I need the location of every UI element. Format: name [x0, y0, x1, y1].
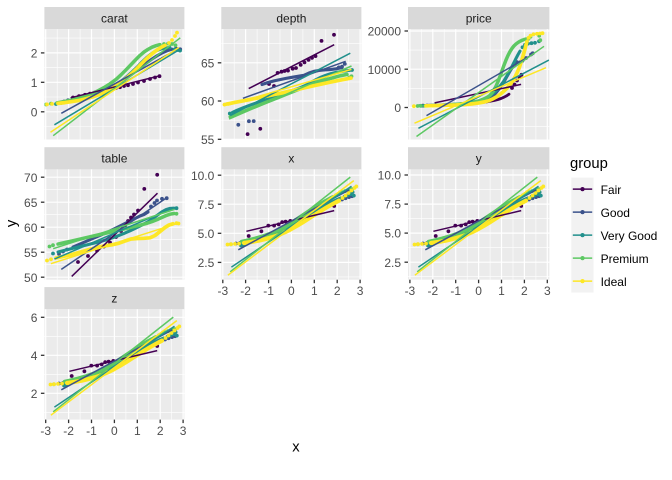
svg-text:1: 1 — [31, 76, 38, 90]
svg-text:y: y — [476, 152, 482, 166]
svg-text:5.0: 5.0 — [384, 227, 401, 241]
svg-text:group: group — [570, 156, 608, 172]
svg-text:0: 0 — [111, 424, 118, 438]
svg-text:x: x — [292, 440, 300, 456]
svg-text:Very Good: Very Good — [601, 229, 658, 243]
svg-text:y: y — [4, 219, 20, 227]
svg-text:3: 3 — [357, 284, 364, 298]
svg-text:0: 0 — [394, 101, 401, 115]
svg-text:2: 2 — [31, 47, 38, 61]
svg-text:7.5: 7.5 — [384, 198, 401, 212]
svg-text:depth: depth — [276, 11, 306, 25]
svg-text:-3: -3 — [217, 284, 228, 298]
svg-text:6: 6 — [31, 311, 38, 325]
svg-text:2: 2 — [334, 284, 341, 298]
svg-text:2: 2 — [157, 424, 164, 438]
svg-text:65: 65 — [201, 56, 215, 70]
svg-text:60: 60 — [201, 95, 215, 109]
svg-text:10.0: 10.0 — [378, 169, 402, 183]
svg-text:-3: -3 — [40, 424, 51, 438]
svg-text:55: 55 — [201, 133, 215, 147]
svg-text:3: 3 — [180, 424, 187, 438]
svg-text:z: z — [111, 292, 117, 306]
svg-text:Ideal: Ideal — [601, 275, 627, 289]
svg-text:7.5: 7.5 — [198, 198, 215, 212]
svg-text:5.0: 5.0 — [198, 227, 215, 241]
svg-text:65: 65 — [24, 196, 38, 210]
svg-text:1: 1 — [498, 284, 505, 298]
svg-text:Good: Good — [601, 206, 630, 220]
svg-text:-1: -1 — [263, 284, 274, 298]
svg-text:10000: 10000 — [368, 63, 402, 77]
svg-text:70: 70 — [24, 171, 38, 185]
svg-text:carat: carat — [101, 11, 128, 25]
svg-text:2: 2 — [521, 284, 528, 298]
svg-text:-1: -1 — [86, 424, 97, 438]
svg-text:1: 1 — [134, 424, 141, 438]
svg-text:-2: -2 — [63, 424, 74, 438]
svg-text:20000: 20000 — [368, 25, 402, 39]
svg-text:0: 0 — [475, 284, 482, 298]
svg-text:0: 0 — [31, 105, 38, 119]
svg-text:60: 60 — [24, 221, 38, 235]
svg-text:Fair: Fair — [601, 183, 622, 197]
svg-text:10.0: 10.0 — [191, 169, 215, 183]
svg-text:2.5: 2.5 — [384, 256, 401, 270]
svg-text:Premium: Premium — [601, 252, 649, 266]
svg-text:2: 2 — [31, 387, 38, 401]
svg-text:50: 50 — [24, 271, 38, 285]
svg-text:1: 1 — [311, 284, 318, 298]
svg-text:-1: -1 — [450, 284, 461, 298]
svg-text:2.5: 2.5 — [198, 256, 215, 270]
svg-text:55: 55 — [24, 246, 38, 260]
svg-text:-3: -3 — [405, 284, 416, 298]
svg-text:x: x — [288, 152, 294, 166]
svg-text:0: 0 — [288, 284, 295, 298]
svg-text:-2: -2 — [427, 284, 438, 298]
svg-text:3: 3 — [544, 284, 551, 298]
svg-text:price: price — [466, 11, 492, 25]
svg-text:4: 4 — [31, 349, 38, 363]
svg-text:table: table — [101, 152, 127, 166]
svg-text:-2: -2 — [240, 284, 251, 298]
